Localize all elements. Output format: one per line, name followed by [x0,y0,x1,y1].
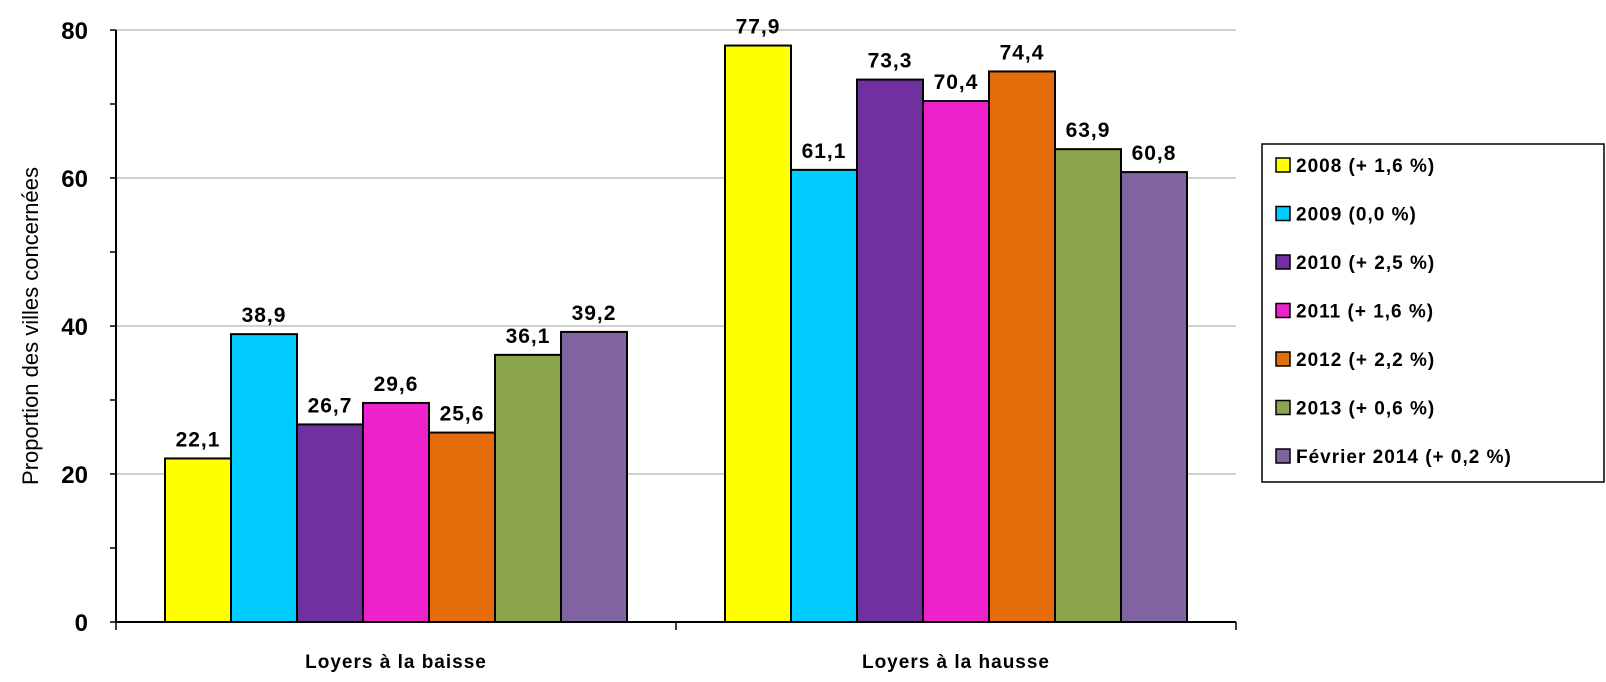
data-labels: 22,1 38,9 26,7 29,6 25,6 36,1 39,2 77,9 61,1 73,3… [176,16,1177,452]
bar [1120,171,1188,624]
data-label: 74,4 [1000,41,1045,64]
bar [494,353,562,623]
legend-swatch [1275,399,1291,416]
legend-label: 2012 (+ 2,2 %) [1296,350,1435,371]
data-label: 61,1 [802,140,847,163]
y-tick-label: 40 [61,314,88,341]
data-label: 60,8 [1132,142,1177,165]
data-label: 25,6 [440,403,485,426]
bar [1054,148,1122,623]
y-axis-title: Proportion des villes concernées [18,167,43,485]
bar [856,78,924,623]
bar [428,431,496,623]
data-label: 77,9 [736,16,781,39]
category-labels: Loyers à la baisse Loyers à la hausse [305,652,1050,673]
y-ticks: 0 20 40 60 80 [61,18,116,637]
data-label: 70,4 [934,71,979,94]
legend-label: Février 2014 (+ 0,2 %) [1296,447,1512,468]
bar [790,168,858,624]
y-tick-label: 80 [61,18,88,45]
category-label: Loyers à la hausse [862,652,1050,673]
data-label: 36,1 [506,325,551,348]
y-tick-label: 60 [61,166,88,193]
data-label: 63,9 [1066,119,1111,142]
legend-swatch [1275,205,1291,222]
bar [296,423,364,624]
y-tick-label: 0 [75,610,88,637]
legend-label: 2011 (+ 1,6 %) [1296,302,1434,323]
data-label: 29,6 [374,373,419,396]
bar [560,330,628,623]
legend-swatch [1275,448,1291,464]
data-label: 26,7 [308,394,353,417]
legend-label: 2010 (+ 2,5 %) [1296,253,1435,274]
legend-swatch [1275,351,1291,367]
legend-swatch [1275,302,1291,319]
legend-swatch [1275,254,1291,270]
legend-box [1261,143,1605,483]
bar [230,333,298,623]
legend-label: 2013 (+ 0,6 %) [1296,399,1435,420]
bars [164,44,1188,624]
legend-label: 2008 (+ 1,6 %) [1296,156,1435,177]
y-tick-label: 20 [61,462,88,489]
data-label: 73,3 [868,50,913,73]
bar [362,401,430,623]
data-label: 38,9 [242,304,287,327]
bar [988,70,1056,623]
data-label: 22,1 [176,428,221,451]
legend: 2008 (+ 1,6 %) 2009 (0,0 %) 2010 (+ 2,5 %)… [1261,143,1605,483]
legend-label: 2009 (0,0 %) [1296,205,1417,226]
bar [922,100,990,624]
bar [164,457,232,623]
category-label: Loyers à la baisse [305,652,487,673]
data-label: 39,2 [572,302,617,325]
bar [724,44,792,624]
legend-swatch [1275,157,1291,173]
